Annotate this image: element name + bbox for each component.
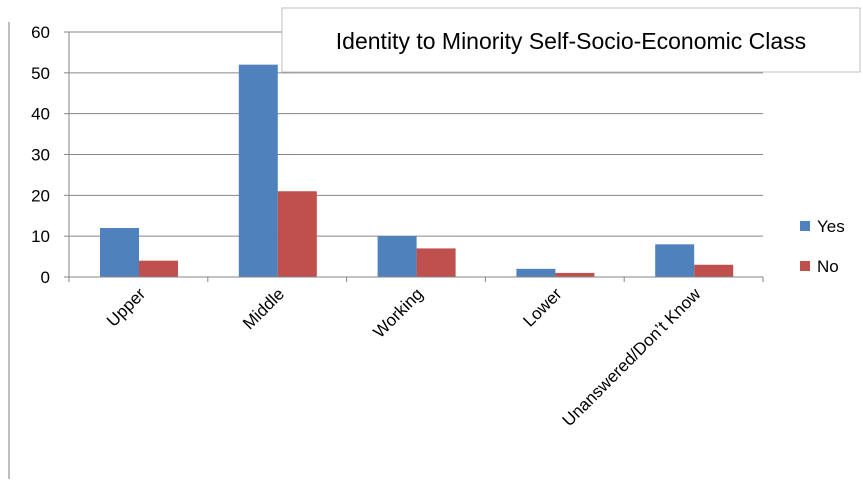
x-tick-label: Unanswered/Don’t Know <box>559 284 705 430</box>
y-tick-label: 10 <box>31 227 50 246</box>
y-tick-label: 40 <box>31 105 50 124</box>
x-tick-label: Lower <box>519 284 565 330</box>
legend-swatch-yes <box>800 221 810 231</box>
axes <box>64 31 764 282</box>
bar-yes-lower <box>516 268 556 277</box>
bar-yes-middle <box>238 64 278 278</box>
gridlines <box>69 31 763 237</box>
bar-no-unanswered-don-t-know <box>694 264 734 277</box>
bar-no-middle <box>277 191 317 277</box>
legend-swatch-no <box>800 261 810 271</box>
bar-yes-working <box>377 236 417 277</box>
y-tick-labels: 0 10 20 30 40 50 60 <box>31 23 50 287</box>
legend: Yes No <box>800 217 845 276</box>
y-tick-label: 50 <box>31 64 50 83</box>
bar-yes-unanswered-don-t-know <box>655 244 695 277</box>
bar-no-upper <box>139 260 178 277</box>
bars <box>100 64 734 278</box>
bar-no-working <box>416 248 456 277</box>
chart-title-box: Identity to Minority Self-Socio-Economic… <box>281 7 861 73</box>
bar-no-lower <box>555 272 595 277</box>
x-tick-label: Upper <box>103 284 149 330</box>
title-box <box>281 7 861 73</box>
x-tick-labels: Upper Middle Working LowerUnanswered/Don’t … <box>103 284 705 430</box>
x-tick-label: Middle <box>239 284 288 333</box>
legend-label-yes: Yes <box>817 217 845 236</box>
y-tick-label: 30 <box>31 146 50 165</box>
x-tick-label: Working <box>370 284 427 341</box>
y-tick-label: 0 <box>41 268 50 287</box>
y-tick-label: 60 <box>31 23 50 42</box>
y-tick-label: 20 <box>31 186 50 205</box>
bar-yes-upper <box>100 228 139 277</box>
chart-title: Identity to Minority Self-Socio-Economic… <box>336 28 806 54</box>
legend-label-no: No <box>817 257 839 276</box>
